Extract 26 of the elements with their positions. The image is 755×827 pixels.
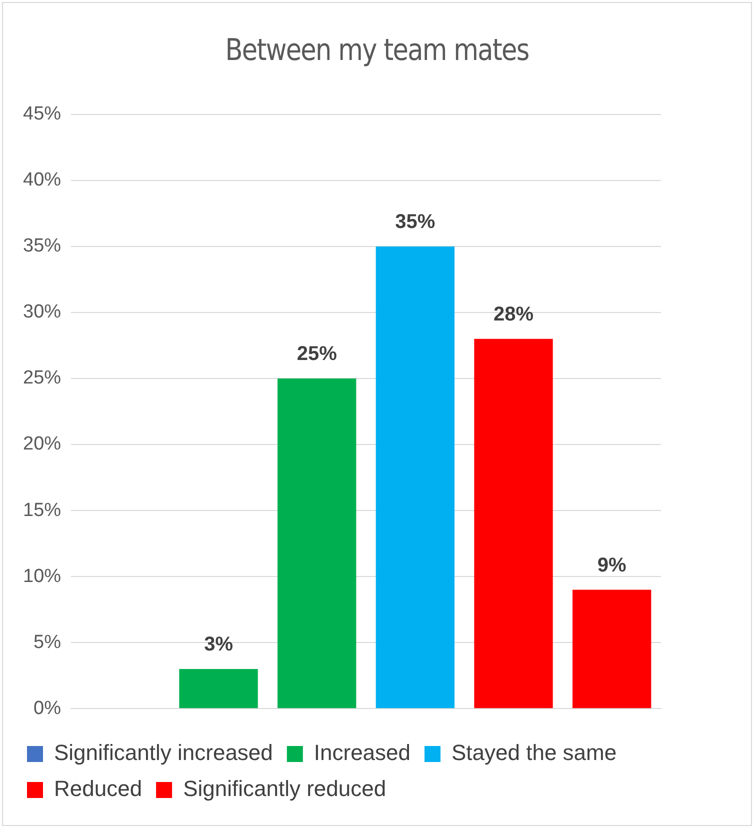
y-tick-label: 0%	[34, 698, 62, 719]
data-label: 9%	[597, 554, 627, 576]
legend-label: Stayed the same	[452, 740, 617, 766]
chart-title: Between my team mates	[224, 33, 530, 70]
data-label: 3%	[204, 634, 234, 656]
bar	[179, 668, 258, 708]
data-label: 35%	[395, 210, 436, 233]
y-tick-label: 20%	[22, 434, 62, 455]
bar	[376, 246, 455, 708]
y-tick-label: 45%	[22, 104, 62, 125]
bar	[278, 378, 356, 708]
data-label: 25%	[296, 343, 338, 366]
y-tick-label: 40%	[22, 170, 62, 191]
legend-label: Increased	[314, 740, 411, 766]
y-tick-label: 30%	[22, 302, 62, 323]
y-tick-label: 5%	[34, 632, 62, 653]
y-tick-label: 25%	[22, 368, 62, 389]
data-label: 28%	[493, 303, 534, 326]
bar	[474, 338, 553, 708]
y-tick-label: 10%	[22, 566, 62, 587]
legend-label: Significantly increased	[54, 740, 273, 766]
bar	[572, 590, 652, 708]
y-tick-label: 35%	[22, 236, 62, 257]
y-tick-label: 15%	[22, 500, 62, 521]
legend-label: Significantly reduced	[183, 776, 386, 802]
legend-label: Reduced	[54, 776, 142, 802]
